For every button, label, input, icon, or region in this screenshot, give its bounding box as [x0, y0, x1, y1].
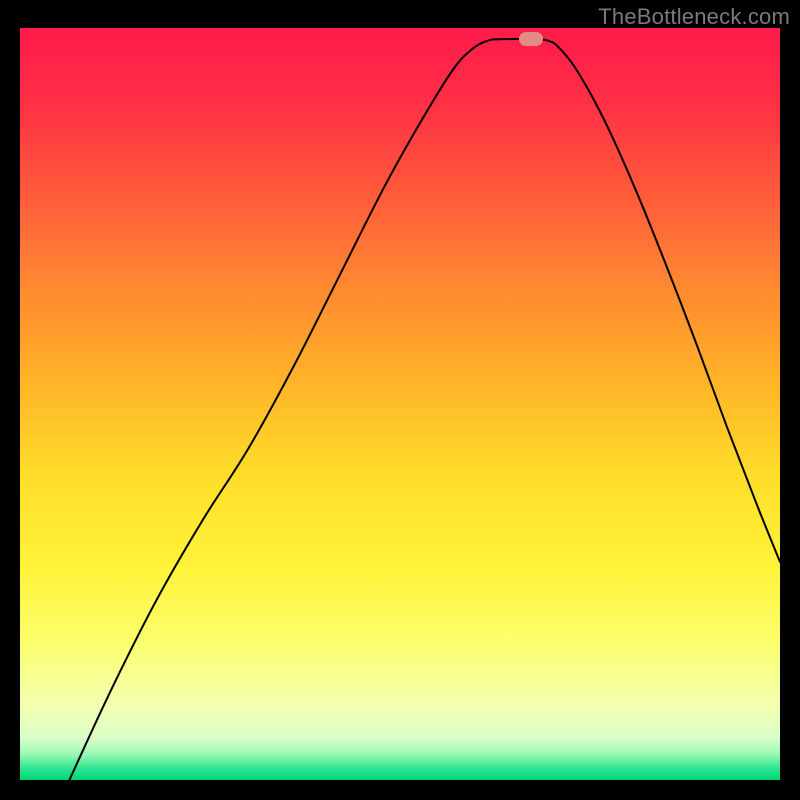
- watermark-text: TheBottleneck.com: [598, 4, 790, 30]
- plot-area: [20, 28, 780, 780]
- gradient-background: [20, 28, 780, 780]
- chart-svg: [20, 28, 780, 780]
- optimum-marker: [519, 32, 543, 46]
- chart-frame: TheBottleneck.com: [0, 0, 800, 800]
